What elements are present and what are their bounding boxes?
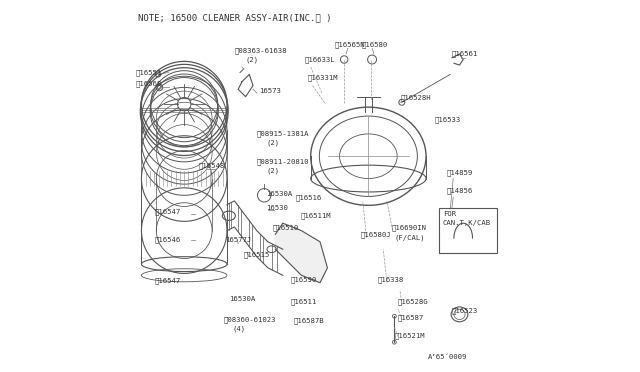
Text: ※16516: ※16516	[296, 195, 322, 201]
Text: ※16690IN: ※16690IN	[392, 224, 426, 231]
Text: ※16528G: ※16528G	[397, 299, 428, 305]
Text: Ⓛ08911-20810: Ⓛ08911-20810	[257, 158, 309, 165]
Text: ※16590: ※16590	[291, 276, 317, 283]
Text: 16577J: 16577J	[225, 237, 252, 243]
Text: Ⓝ08360-61023: Ⓝ08360-61023	[223, 317, 276, 323]
Text: (2): (2)	[266, 140, 279, 147]
Text: 16573: 16573	[259, 88, 280, 94]
Text: CAN.T,K/CAB: CAN.T,K/CAB	[442, 220, 490, 226]
Text: (2): (2)	[266, 168, 279, 174]
Text: (4): (4)	[232, 326, 246, 333]
Text: NOTE; 16500 CLEANER ASSY-AIR(INC.※ ): NOTE; 16500 CLEANER ASSY-AIR(INC.※ )	[138, 13, 332, 22]
Text: FOR: FOR	[444, 211, 456, 217]
Text: 16530: 16530	[266, 205, 288, 211]
Text: ※16580J: ※16580J	[360, 232, 391, 238]
Text: ※16568: ※16568	[136, 80, 162, 87]
Polygon shape	[275, 223, 328, 283]
Text: ※16551: ※16551	[136, 69, 162, 76]
Text: ※16547: ※16547	[154, 209, 180, 215]
Text: ※16338: ※16338	[378, 276, 404, 283]
Text: 16530A: 16530A	[229, 296, 255, 302]
Text: ※16511: ※16511	[291, 298, 317, 305]
Text: 16530A: 16530A	[266, 191, 292, 197]
Text: (2): (2)	[246, 56, 259, 63]
Text: ※16548: ※16548	[199, 162, 225, 169]
Text: ※16511M: ※16511M	[301, 212, 332, 219]
Text: ※16528H: ※16528H	[401, 94, 432, 101]
Text: ※16331M: ※16331M	[307, 75, 338, 81]
Text: ⓜ08915-1381A: ⓜ08915-1381A	[257, 131, 309, 137]
Text: ※16565N: ※16565N	[334, 41, 365, 48]
Text: ※16561: ※16561	[452, 51, 478, 57]
Bar	[439, 208, 497, 253]
Text: ※16515: ※16515	[244, 251, 270, 258]
Text: ※14859: ※14859	[447, 170, 473, 176]
Text: (F/CAL): (F/CAL)	[394, 235, 425, 241]
Text: A’65´0009: A’65´0009	[428, 354, 467, 360]
Text: Ⓝ08363-61638: Ⓝ08363-61638	[234, 47, 287, 54]
Text: ※14856: ※14856	[447, 187, 473, 194]
Text: ※16523: ※16523	[452, 307, 478, 314]
Text: ※16587B: ※16587B	[294, 317, 324, 324]
Text: ※16633L: ※16633L	[305, 56, 336, 63]
Text: ※16587: ※16587	[397, 315, 424, 321]
Text: ※16580: ※16580	[362, 41, 388, 48]
Text: ※16546: ※16546	[154, 237, 180, 243]
Text: ※16547: ※16547	[154, 278, 180, 284]
Text: ※16533: ※16533	[435, 116, 461, 123]
Text: ※16510: ※16510	[273, 224, 299, 231]
Text: ※16521M: ※16521M	[394, 332, 425, 339]
